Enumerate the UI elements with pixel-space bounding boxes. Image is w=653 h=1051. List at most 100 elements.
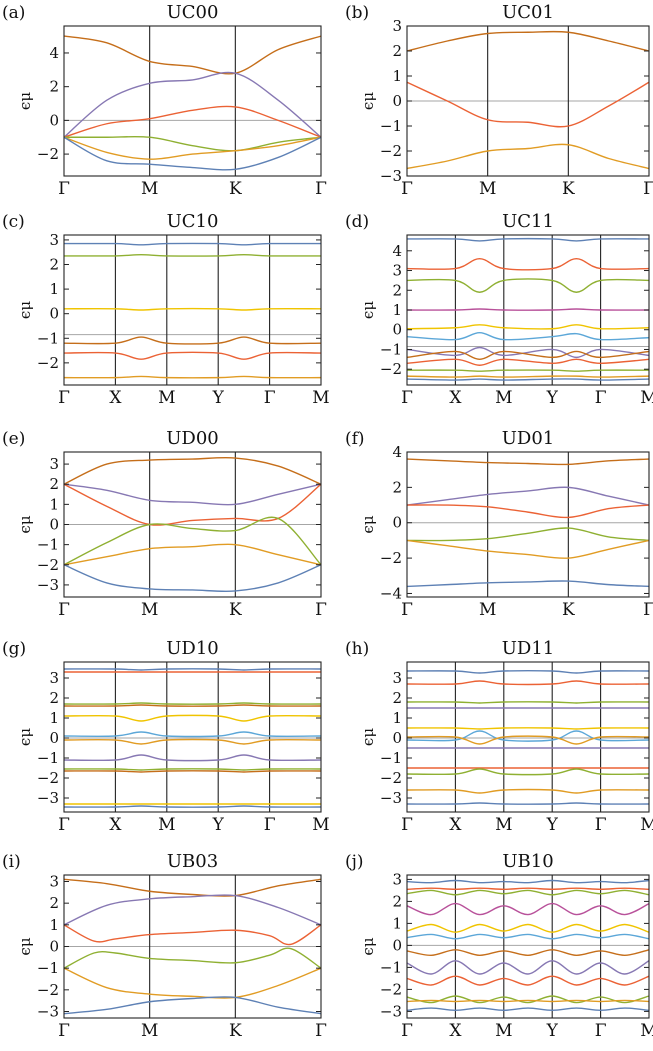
- x-tick-label: M: [640, 1021, 653, 1041]
- x-tick-label: Y: [212, 388, 225, 408]
- band-line: [63, 564, 322, 593]
- band-line: [406, 933, 650, 940]
- plot-frame: [63, 234, 322, 386]
- band-line: [406, 923, 650, 933]
- y-tick-label: −2: [380, 360, 402, 378]
- plot-frame: [63, 661, 322, 813]
- y-tick-label: 3: [392, 870, 402, 888]
- y-axis-label: ϵμ: [16, 301, 34, 319]
- y-tick-label: 1: [49, 916, 59, 934]
- band-line: [406, 975, 650, 986]
- panel-letter: (h): [345, 639, 369, 659]
- y-tick-label: −1: [380, 117, 402, 135]
- y-tick-label: 1: [392, 914, 402, 932]
- x-tick-label: M: [141, 179, 158, 199]
- y-tick-label: 2: [49, 894, 59, 912]
- panel-ud00: (e) UD00 ϵμ −3 −2 −1 0 1 2 3 Γ M K Γ: [2, 428, 327, 620]
- x-tick-label: M: [640, 388, 653, 408]
- band-line: [63, 878, 322, 897]
- y-tick-label: −2: [37, 981, 59, 999]
- panel-letter: (g): [2, 639, 26, 659]
- panel-uc10: (c) UC10 ϵμ −2 −1 0 1 2 3 Γ X M Y Γ M: [2, 211, 330, 408]
- y-tick-label: 1: [49, 709, 59, 727]
- panel-letter: (j): [345, 852, 364, 872]
- y-tick-label: 3: [49, 873, 59, 891]
- y-tick-label: 2: [49, 475, 59, 493]
- band-line: [406, 369, 650, 372]
- plot-frame: [406, 451, 650, 598]
- band-line: [406, 324, 650, 330]
- x-tick-label: Γ: [264, 815, 276, 835]
- panel-ud01: (f) UD01 ϵμ −4 −2 0 2 4 Γ M K Γ: [345, 428, 653, 620]
- y-tick-label: 2: [49, 78, 59, 96]
- y-tick-label: 3: [49, 455, 59, 473]
- band-line: [63, 375, 322, 379]
- band-line: [63, 894, 322, 926]
- x-tick-label: X: [449, 388, 462, 408]
- x-tick-label: M: [495, 1021, 512, 1041]
- x-tick-label: M: [312, 388, 329, 408]
- x-tick-label: K: [229, 1021, 242, 1041]
- x-tick-label: Γ: [401, 600, 413, 620]
- x-tick-label: Y: [546, 815, 559, 835]
- band-line: [406, 81, 650, 128]
- y-tick-label: 0: [49, 729, 59, 747]
- band-line: [63, 731, 322, 738]
- band-line: [406, 949, 650, 957]
- band-line: [406, 580, 650, 588]
- y-tick-label: 3: [392, 669, 402, 687]
- x-tick-label: M: [479, 600, 496, 620]
- band-line: [63, 996, 322, 1015]
- y-axis-label: ϵμ: [359, 728, 377, 746]
- band-line: [64, 135, 322, 152]
- x-tick-label: M: [141, 1021, 158, 1041]
- band-line: [63, 668, 322, 671]
- y-axis-label: ϵμ: [16, 937, 34, 955]
- y-tick-label: 2: [392, 689, 402, 707]
- y-tick-label: 2: [392, 478, 402, 496]
- y-tick-label: −3: [37, 1003, 59, 1021]
- chart-title: UD01: [502, 428, 555, 449]
- panel-letter: (f): [345, 429, 365, 449]
- y-tick-label: 1: [392, 301, 402, 319]
- panel-letter: (i): [2, 852, 21, 872]
- band-line: [63, 456, 322, 485]
- band-line: [63, 71, 322, 138]
- x-tick-label: M: [479, 179, 496, 199]
- x-tick-label: Γ: [595, 388, 607, 408]
- band-line: [406, 257, 650, 271]
- band-line: [63, 242, 322, 246]
- x-tick-label: Γ: [264, 388, 276, 408]
- band-line: [63, 770, 322, 773]
- band-line: [406, 670, 650, 674]
- band-line: [406, 486, 650, 506]
- band-line: [406, 504, 650, 519]
- chart-title: UD10: [166, 638, 219, 659]
- y-tick-label: 0: [49, 111, 59, 129]
- x-tick-label: Y: [546, 1021, 559, 1041]
- y-tick-label: −2: [37, 145, 59, 163]
- band-line: [63, 967, 322, 999]
- band-line: [63, 105, 322, 138]
- y-tick-label: 2: [49, 689, 59, 707]
- y-tick-label: 2: [392, 892, 402, 910]
- x-tick-label: Γ: [58, 179, 70, 199]
- x-tick-label: Γ: [315, 179, 327, 199]
- band-line: [406, 378, 650, 381]
- y-axis-label: ϵμ: [359, 515, 377, 533]
- band-line: [406, 701, 650, 704]
- x-tick-label: X: [109, 815, 122, 835]
- y-tick-label: 0: [392, 936, 402, 954]
- band-line: [406, 375, 650, 378]
- band-line: [63, 253, 322, 257]
- band-line: [406, 458, 650, 466]
- band-line: [406, 889, 650, 896]
- panel-uc11: (d) UC11 ϵμ −2 −10 1 23 4 Γ X M Y Γ M: [345, 211, 653, 408]
- x-tick-label: K: [229, 179, 242, 199]
- y-axis-label: ϵμ: [16, 728, 34, 746]
- band-line: [406, 527, 650, 542]
- x-tick-label: M: [141, 600, 158, 620]
- band-line: [63, 805, 322, 808]
- y-tick-label: 0: [392, 514, 402, 532]
- y-tick-label: 0: [49, 516, 59, 534]
